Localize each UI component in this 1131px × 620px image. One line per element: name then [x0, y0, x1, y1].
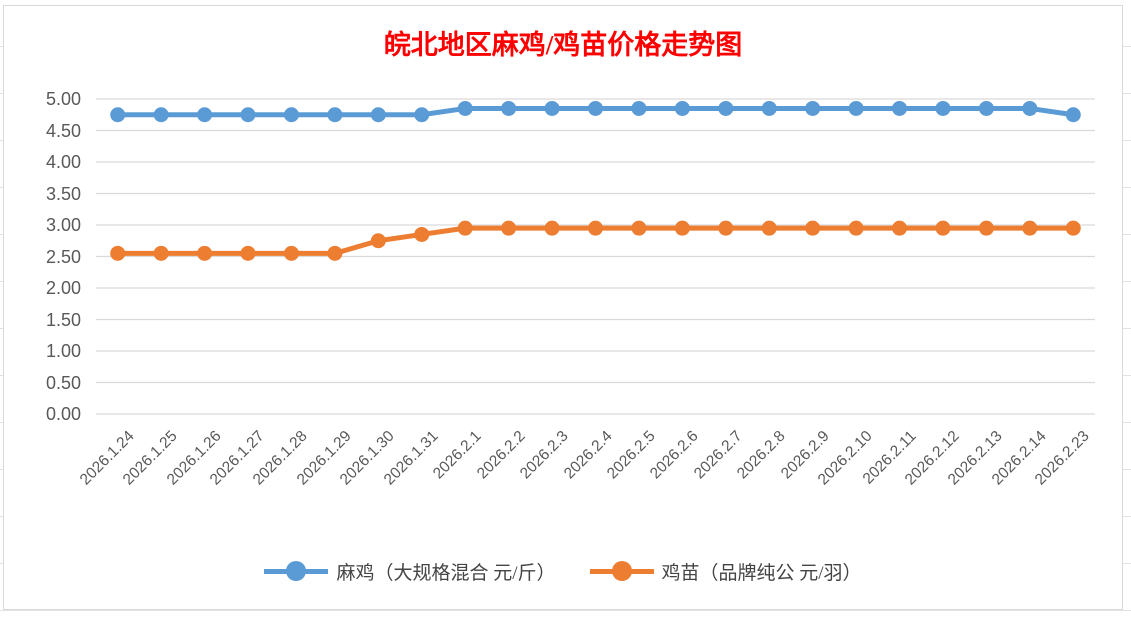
data-point — [370, 107, 386, 123]
chart-title: 皖北地区麻鸡/鸡苗价格走势图 — [383, 30, 743, 60]
y-tick-label: 1.50 — [45, 309, 81, 330]
y-tick-label: 1.00 — [45, 341, 81, 361]
legend-item-0[interactable]: 麻鸡（大规格混合 元/斤） — [264, 558, 556, 585]
data-point — [761, 220, 777, 236]
data-point — [283, 107, 299, 123]
legend-dot — [611, 561, 632, 581]
legend-line-marker-icon — [589, 561, 654, 581]
data-point — [283, 245, 299, 261]
data-point — [805, 100, 821, 116]
data-point — [414, 226, 430, 242]
data-point — [1022, 100, 1038, 116]
data-point — [631, 220, 647, 236]
data-point — [457, 100, 473, 116]
data-point — [718, 100, 734, 116]
y-tick-label: 4.00 — [45, 152, 81, 172]
data-point — [848, 100, 864, 116]
data-point — [457, 220, 473, 236]
data-point — [935, 220, 951, 236]
data-point — [544, 100, 560, 116]
data-point — [327, 245, 343, 261]
y-tick-label: 0.50 — [45, 372, 81, 393]
legend-label: 鸡苗（品牌纯公 元/羽） — [661, 562, 862, 584]
data-point — [110, 245, 126, 261]
data-point — [110, 107, 126, 123]
data-point — [805, 220, 821, 236]
data-point — [414, 107, 430, 123]
data-point — [892, 220, 908, 236]
data-point — [501, 100, 517, 116]
plot-area — [96, 98, 1095, 415]
data-point — [327, 107, 343, 123]
y-tick-label: 3.00 — [45, 215, 81, 235]
data-point — [674, 100, 690, 116]
data-point — [588, 220, 603, 236]
y-tick-label: 4.50 — [45, 120, 81, 141]
y-tick-label: 2.00 — [45, 278, 81, 298]
legend-dot — [286, 561, 307, 581]
data-point — [370, 233, 386, 249]
data-point — [978, 220, 994, 236]
data-point — [674, 220, 690, 236]
legend-label: 麻鸡（大规格混合 元/斤） — [336, 562, 556, 584]
data-point — [588, 100, 603, 116]
data-point — [978, 100, 994, 116]
y-tick-label: 3.50 — [45, 183, 81, 204]
data-point — [197, 107, 213, 123]
y-tick-label: 0.00 — [45, 404, 81, 424]
data-point — [240, 245, 256, 261]
y-tick-label: 2.50 — [45, 246, 81, 267]
data-point — [935, 100, 951, 116]
data-point — [153, 245, 169, 261]
data-point — [718, 220, 734, 236]
legend-item-1[interactable]: 鸡苗（品牌纯公 元/羽） — [589, 558, 862, 585]
data-point — [848, 220, 864, 236]
y-tick-label: 5.00 — [45, 89, 81, 109]
legend: 麻鸡（大规格混合 元/斤） 鸡苗（品牌纯公 元/羽） — [4, 556, 1122, 586]
data-point — [631, 100, 647, 116]
data-point — [544, 220, 560, 236]
data-point — [197, 245, 213, 261]
price-trend-chart[interactable]: 皖北地区麻鸡/鸡苗价格走势图 0.00 0.50 1.00 1.50 2.00 2.50 3… — [3, 5, 1123, 610]
data-point — [892, 100, 908, 116]
data-point — [240, 107, 256, 123]
data-point — [1065, 107, 1081, 123]
data-point — [761, 100, 777, 116]
data-point — [501, 220, 517, 236]
legend-line-marker-icon — [264, 561, 329, 581]
data-point — [153, 107, 169, 123]
data-point — [1065, 220, 1081, 236]
data-point — [1022, 220, 1038, 236]
